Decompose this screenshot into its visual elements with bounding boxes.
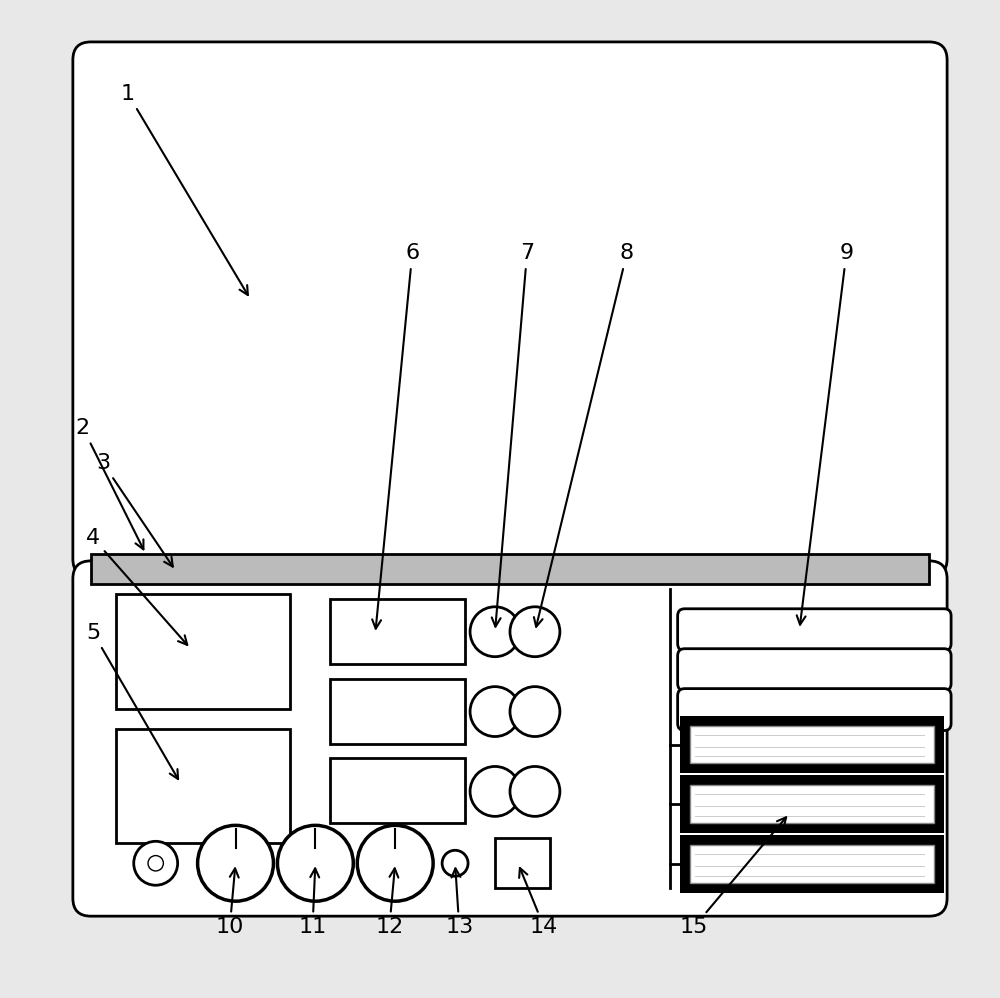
Bar [330,599,465,664]
Bar [116,594,290,709]
FancyBboxPatch shape [678,609,951,651]
Bar [330,679,465,744]
Circle shape [357,825,433,901]
Circle shape [470,687,520,737]
Text: 7: 7 [492,244,534,627]
Bar [690,785,934,823]
FancyBboxPatch shape [678,689,951,731]
FancyBboxPatch shape [73,42,947,577]
Bar [495,838,550,888]
FancyBboxPatch shape [73,561,947,916]
Bar [116,729,290,843]
Bar [91,554,929,584]
Circle shape [148,855,163,871]
Bar [680,775,944,833]
Text: 1: 1 [121,84,248,295]
Bar [690,845,934,883]
Text: 5: 5 [86,623,178,779]
Text: 11: 11 [298,868,327,937]
Circle shape [510,607,560,657]
Bar [330,758,465,823]
Circle shape [470,607,520,657]
Circle shape [442,850,468,876]
Text: 4: 4 [86,528,187,645]
Text: 6: 6 [372,244,419,629]
FancyBboxPatch shape [678,649,951,691]
Circle shape [198,825,273,901]
Circle shape [134,841,178,885]
Text: 9: 9 [797,244,853,625]
Text: 14: 14 [519,868,558,937]
Circle shape [277,825,353,901]
Text: 8: 8 [534,244,634,627]
Circle shape [470,766,520,816]
Text: 15: 15 [680,817,786,937]
Text: 10: 10 [216,868,244,937]
Text: 2: 2 [76,418,143,549]
Text: 3: 3 [96,453,173,567]
Bar [680,716,944,773]
Text: 13: 13 [445,868,473,937]
Bar [690,726,934,763]
Bar [680,835,944,893]
Circle shape [510,687,560,737]
Circle shape [510,766,560,816]
Text: 12: 12 [375,868,404,937]
